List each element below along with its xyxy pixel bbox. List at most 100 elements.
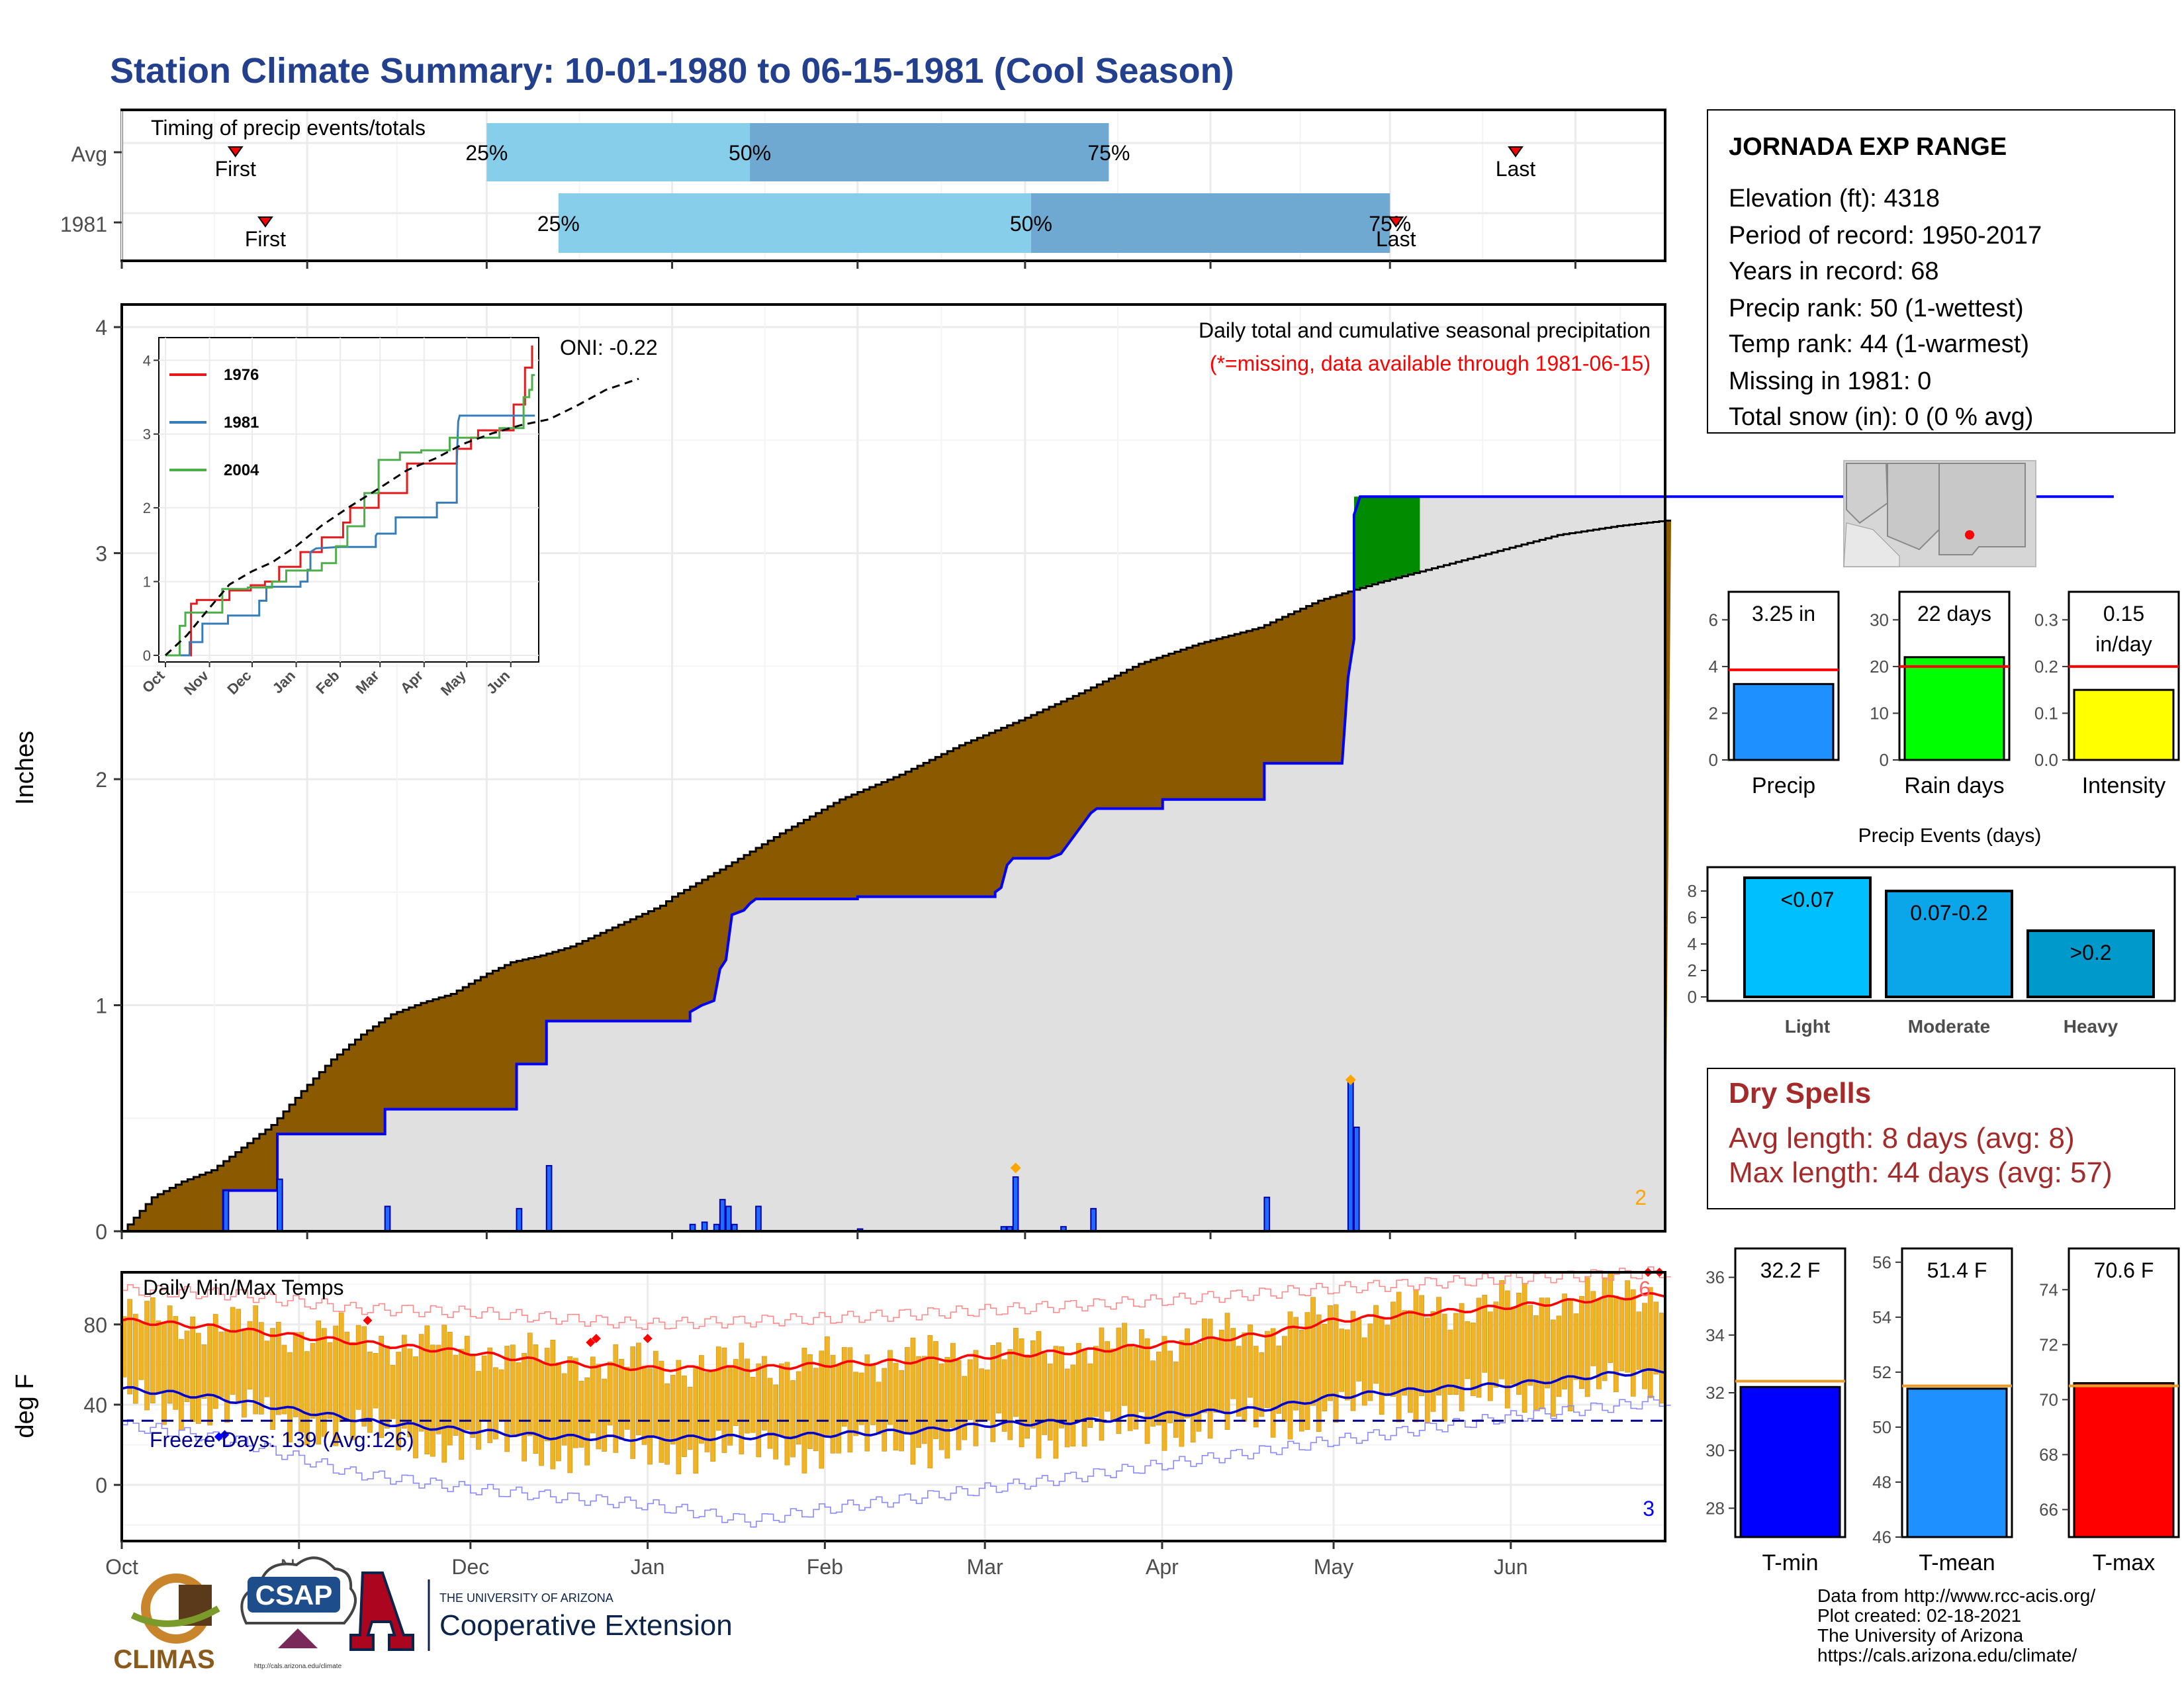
daily-temp-bar bbox=[602, 1378, 607, 1452]
precip-panel: 0 1 2 3 4 Daily total and cumulative seasona… bbox=[11, 303, 2114, 1244]
daily-temp-bar bbox=[224, 1331, 230, 1423]
above-average-area bbox=[1353, 496, 1420, 590]
daily-temp-bar bbox=[390, 1365, 396, 1419]
daily-temp-bar bbox=[733, 1359, 739, 1426]
daily-temp-bar bbox=[676, 1360, 682, 1475]
record-high-line bbox=[122, 1266, 1671, 1331]
daily-temp-bar bbox=[870, 1363, 876, 1425]
station-line: Precip rank: 50 (1-wettest) bbox=[1729, 295, 2024, 322]
daily-temp-bar bbox=[613, 1344, 619, 1453]
daily-temp-bar bbox=[207, 1323, 212, 1426]
daily-temp-bar bbox=[921, 1356, 927, 1444]
daily-temp-bar bbox=[750, 1377, 756, 1433]
record-low-marker bbox=[220, 1430, 230, 1440]
temp-y-tick-label: 0 bbox=[95, 1474, 107, 1497]
daily-precip-bar bbox=[1347, 1081, 1354, 1233]
daily-temp-bar bbox=[1007, 1349, 1013, 1440]
daily-temp-bar bbox=[739, 1342, 745, 1454]
csap-url-text: http://cals.arizona.edu/climate bbox=[254, 1663, 342, 1670]
daily-temp-bar bbox=[1122, 1323, 1127, 1406]
temp-x-tick-label: May bbox=[1314, 1555, 1353, 1579]
inset-y-tick-label: 2 bbox=[143, 500, 151, 516]
daily-temp-bar bbox=[1408, 1310, 1413, 1413]
daily-temp-bar bbox=[161, 1322, 167, 1425]
climas-logo: CLIMAS bbox=[113, 1573, 220, 1674]
daily-temp-bar bbox=[550, 1339, 556, 1470]
daily-temp-bar bbox=[435, 1344, 441, 1434]
daily-temp-bar bbox=[1265, 1331, 1270, 1409]
temps-panel: 04080OctNovDecJanFebMarAprMayJun Daily M… bbox=[11, 1266, 1671, 1579]
daily-temp-bar bbox=[801, 1348, 807, 1474]
timing-pct-label: 75% bbox=[1087, 141, 1130, 165]
daily-temp-bar bbox=[1333, 1304, 1339, 1423]
daily-temp-bar bbox=[721, 1347, 727, 1453]
precip-event-category: Light bbox=[1785, 1016, 1830, 1037]
inset-y-tick-label: 4 bbox=[143, 352, 151, 369]
summary-category-label: Precip bbox=[1752, 773, 1815, 798]
daily-precip-bar bbox=[755, 1205, 762, 1232]
daily-temp-bar bbox=[1105, 1341, 1110, 1412]
summary-value-label: 0.15 bbox=[2103, 602, 2144, 626]
summary-bar bbox=[2073, 688, 2175, 761]
daily-temp-bar bbox=[1287, 1311, 1293, 1440]
daily-temp-bar bbox=[1584, 1277, 1590, 1397]
page-title: Station Climate Summary: 10-01-1980 to 0… bbox=[110, 51, 1234, 91]
daily-temp-bar bbox=[1156, 1351, 1161, 1426]
timing-row-avg-label: Avg bbox=[71, 142, 107, 166]
daily-temp-bar bbox=[1613, 1295, 1619, 1392]
station-info-box: JORNADA EXP RANGE Elevation (ft): 4318 P… bbox=[1707, 109, 2175, 434]
average-max-line bbox=[121, 1291, 1666, 1372]
daily-temp-bar bbox=[212, 1314, 218, 1409]
summary-y-tick-label: 56 bbox=[1872, 1252, 1891, 1272]
daily-temp-bar bbox=[1413, 1289, 1419, 1423]
daily-temp-bar bbox=[1293, 1317, 1298, 1411]
precip-y-tick-label: 2 bbox=[95, 768, 107, 792]
daily-temp-bar bbox=[1487, 1311, 1493, 1401]
precip-events-panel: Precip Events (days) 0 2 4 6 8 <0.07 Light 0.07… bbox=[1688, 825, 2176, 1037]
timing-pct-label: 50% bbox=[729, 141, 771, 165]
daily-temp-bar bbox=[710, 1370, 715, 1462]
daily-temp-bar bbox=[1539, 1297, 1545, 1409]
precip-y-tick-label: 1 bbox=[95, 994, 107, 1018]
daily-temp-bar bbox=[1510, 1307, 1516, 1385]
daily-temp-bar bbox=[1042, 1353, 1047, 1435]
daily-temp-bar bbox=[567, 1356, 573, 1474]
daily-precip-bar bbox=[1090, 1207, 1097, 1232]
daily-temp-bar bbox=[218, 1331, 224, 1398]
summary-y-tick-label: 50 bbox=[1872, 1417, 1891, 1437]
daily-temp-bar bbox=[990, 1344, 996, 1442]
daily-temp-bar bbox=[236, 1309, 242, 1403]
daily-temp-bar bbox=[745, 1358, 750, 1434]
average-min-line bbox=[121, 1368, 1666, 1442]
daily-temp-bar bbox=[487, 1347, 493, 1443]
daily-temp-bar bbox=[607, 1362, 613, 1426]
daily-temp-bar bbox=[270, 1328, 275, 1430]
events-y-tick-label: 6 bbox=[1688, 908, 1697, 927]
daily-temp-bar bbox=[864, 1354, 870, 1452]
daily-temp-bar bbox=[1150, 1360, 1156, 1427]
daily-temp-bar bbox=[1116, 1327, 1122, 1434]
precip-event-category: Heavy bbox=[2064, 1016, 2118, 1037]
summary-y-tick-label: 52 bbox=[1872, 1362, 1891, 1382]
summary-y-tick-label: 46 bbox=[1872, 1527, 1891, 1547]
summary-value-label: 3.25 in bbox=[1752, 602, 1815, 626]
summary-category-label: T-max bbox=[2093, 1550, 2155, 1575]
daily-temp-bar bbox=[641, 1366, 647, 1445]
daily-temp-bar bbox=[807, 1354, 813, 1449]
daily-temp-bar bbox=[1270, 1328, 1276, 1438]
daily-temp-bar bbox=[784, 1362, 790, 1466]
daily-precip-bar bbox=[725, 1205, 732, 1232]
precip-events-title: Precip Events (days) bbox=[1858, 825, 2042, 847]
daily-temp-bar bbox=[430, 1344, 435, 1457]
daily-temp-bar bbox=[424, 1325, 430, 1455]
inset-legend-label: 1976 bbox=[224, 366, 259, 384]
daily-temp-bar bbox=[1504, 1290, 1510, 1409]
daily-temp-bar bbox=[544, 1348, 550, 1442]
events-y-tick-label: 0 bbox=[1688, 987, 1697, 1007]
daily-temp-bar bbox=[778, 1363, 784, 1436]
daily-temp-bar bbox=[1361, 1337, 1367, 1406]
daily-temp-bar bbox=[619, 1358, 624, 1440]
timing-bar-25-50 bbox=[486, 123, 751, 181]
daily-temp-bar bbox=[1110, 1348, 1116, 1421]
